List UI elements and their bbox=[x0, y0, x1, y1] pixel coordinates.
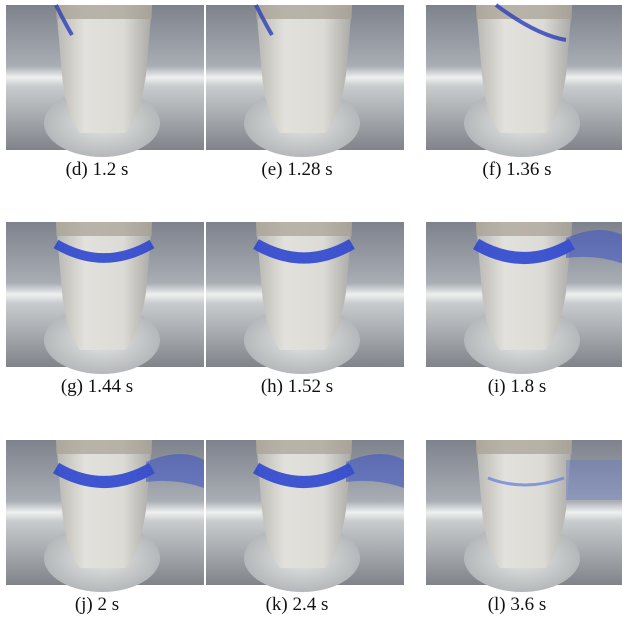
tube-top bbox=[56, 222, 152, 236]
dye-streak bbox=[254, 4, 274, 37]
photo-panel bbox=[426, 3, 622, 157]
dye-band bbox=[53, 239, 155, 263]
dye-band bbox=[472, 238, 576, 264]
tube bbox=[256, 440, 352, 568]
panel-caption: (d) 1.2 s bbox=[66, 159, 129, 180]
tube-top bbox=[56, 5, 152, 19]
tube-top bbox=[476, 5, 572, 19]
panel-caption: (e) 1.28 s bbox=[261, 159, 332, 180]
photo-panel bbox=[206, 440, 404, 592]
tube bbox=[56, 5, 152, 133]
tube-top bbox=[476, 440, 572, 454]
panel-caption: (g) 1.44 s bbox=[61, 376, 133, 397]
photo-panel bbox=[426, 440, 622, 592]
tube-top bbox=[256, 222, 352, 236]
panel-caption: (k) 2.4 s bbox=[266, 594, 329, 615]
tube-top bbox=[56, 440, 152, 454]
photo-panel bbox=[206, 4, 404, 157]
photo-panel bbox=[426, 222, 622, 374]
panel-caption: (h) 1.52 s bbox=[261, 376, 333, 397]
dye-cloud bbox=[346, 453, 404, 488]
panel-caption: (i) 1.8 s bbox=[488, 376, 547, 397]
tube-top bbox=[256, 5, 352, 19]
dye-cloud bbox=[146, 453, 204, 488]
tube-top bbox=[476, 222, 572, 236]
photo-panel bbox=[6, 440, 204, 592]
panel-caption: (f) 1.36 s bbox=[482, 159, 551, 180]
dye-band bbox=[253, 239, 355, 264]
dye-cloud bbox=[566, 460, 622, 500]
tube bbox=[256, 5, 352, 133]
dye-cloud bbox=[566, 230, 622, 264]
tube-top bbox=[256, 440, 352, 454]
tube bbox=[56, 440, 152, 568]
panel-caption: (j) 2 s bbox=[75, 594, 119, 615]
photo-panel bbox=[6, 4, 204, 157]
panel-caption: (l) 3.6 s bbox=[488, 594, 547, 615]
dye-band bbox=[52, 462, 156, 488]
photo-panel bbox=[6, 222, 204, 374]
photo-panel bbox=[206, 222, 404, 374]
dye-band bbox=[487, 476, 565, 487]
dye-streak bbox=[54, 4, 74, 37]
dye-streak bbox=[494, 3, 567, 42]
dye-band bbox=[252, 462, 356, 488]
tube bbox=[476, 440, 572, 568]
